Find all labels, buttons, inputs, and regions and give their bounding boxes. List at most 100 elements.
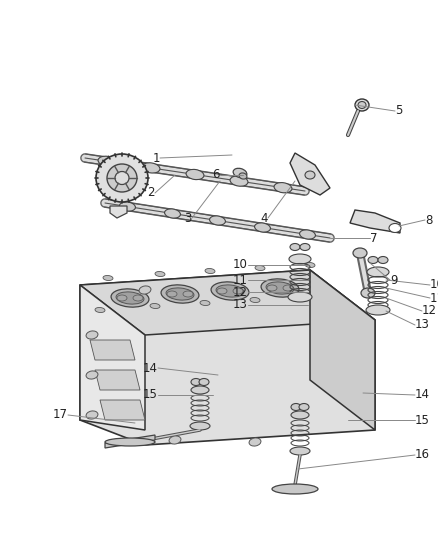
Ellipse shape [95,308,105,312]
Ellipse shape [166,288,194,300]
Text: 7: 7 [370,231,378,245]
Ellipse shape [116,292,144,304]
Ellipse shape [205,269,215,273]
Ellipse shape [155,271,165,277]
Ellipse shape [368,256,378,263]
Ellipse shape [111,289,149,307]
Text: 13: 13 [233,298,248,311]
Polygon shape [95,370,140,390]
Ellipse shape [217,288,227,294]
Ellipse shape [300,230,315,239]
Text: 13: 13 [415,319,430,332]
Ellipse shape [190,422,210,430]
Ellipse shape [233,168,247,177]
Ellipse shape [290,244,300,251]
Text: 4: 4 [261,212,268,224]
Text: 3: 3 [185,212,192,224]
Ellipse shape [139,286,151,294]
Ellipse shape [255,265,265,271]
Ellipse shape [283,285,293,291]
Text: 8: 8 [425,214,432,227]
Ellipse shape [290,447,310,455]
Ellipse shape [161,285,199,303]
Text: 10: 10 [233,259,248,271]
Ellipse shape [366,305,390,315]
Ellipse shape [358,101,366,109]
Ellipse shape [230,176,248,186]
Ellipse shape [274,183,292,193]
Ellipse shape [272,484,318,494]
Ellipse shape [169,436,181,444]
Ellipse shape [98,156,116,166]
Ellipse shape [261,279,299,297]
Text: 12: 12 [422,304,437,318]
Ellipse shape [120,202,135,211]
Ellipse shape [105,438,155,446]
Ellipse shape [86,411,98,419]
Ellipse shape [355,99,369,111]
Ellipse shape [165,209,180,218]
Text: 15: 15 [143,389,158,401]
Ellipse shape [211,282,249,300]
Polygon shape [310,270,375,430]
Ellipse shape [378,256,388,263]
Ellipse shape [186,169,204,180]
Ellipse shape [300,244,310,251]
Ellipse shape [267,285,277,291]
Text: 11: 11 [430,292,438,304]
Ellipse shape [150,303,160,309]
Ellipse shape [200,301,210,305]
Ellipse shape [305,262,315,268]
Ellipse shape [250,297,260,303]
Polygon shape [90,340,135,360]
Ellipse shape [209,216,226,225]
Ellipse shape [115,172,129,184]
Ellipse shape [142,163,160,173]
Ellipse shape [249,438,261,446]
Ellipse shape [107,164,137,192]
Text: 5: 5 [395,104,403,117]
Ellipse shape [289,254,311,264]
Ellipse shape [305,171,315,179]
Ellipse shape [183,291,193,297]
Ellipse shape [96,154,148,202]
Polygon shape [80,270,375,335]
Polygon shape [80,270,375,445]
Text: 16: 16 [415,448,430,462]
Ellipse shape [266,282,294,294]
Ellipse shape [86,371,98,379]
Polygon shape [80,285,145,430]
Polygon shape [110,206,127,218]
Text: 2: 2 [148,187,155,199]
Ellipse shape [191,386,209,394]
Polygon shape [290,153,330,195]
Ellipse shape [199,378,209,385]
Ellipse shape [361,288,375,298]
Ellipse shape [367,267,389,277]
Text: 17: 17 [53,408,68,422]
Text: 15: 15 [415,414,430,426]
Ellipse shape [239,173,247,179]
Ellipse shape [288,292,312,302]
Text: 6: 6 [212,168,220,182]
Ellipse shape [389,223,401,232]
Ellipse shape [291,411,309,419]
Ellipse shape [299,403,309,410]
Ellipse shape [103,276,113,280]
Polygon shape [105,435,155,448]
Ellipse shape [254,223,270,232]
Ellipse shape [133,295,143,301]
Text: 11: 11 [233,273,248,287]
Ellipse shape [191,378,201,385]
Polygon shape [350,210,400,233]
Ellipse shape [167,291,177,297]
Text: 12: 12 [233,286,248,298]
Text: 10: 10 [430,279,438,292]
Polygon shape [100,400,145,420]
Ellipse shape [291,403,301,410]
Text: 14: 14 [415,389,430,401]
Ellipse shape [353,248,367,258]
Text: 9: 9 [390,273,398,287]
Ellipse shape [300,294,310,300]
Ellipse shape [233,288,243,294]
